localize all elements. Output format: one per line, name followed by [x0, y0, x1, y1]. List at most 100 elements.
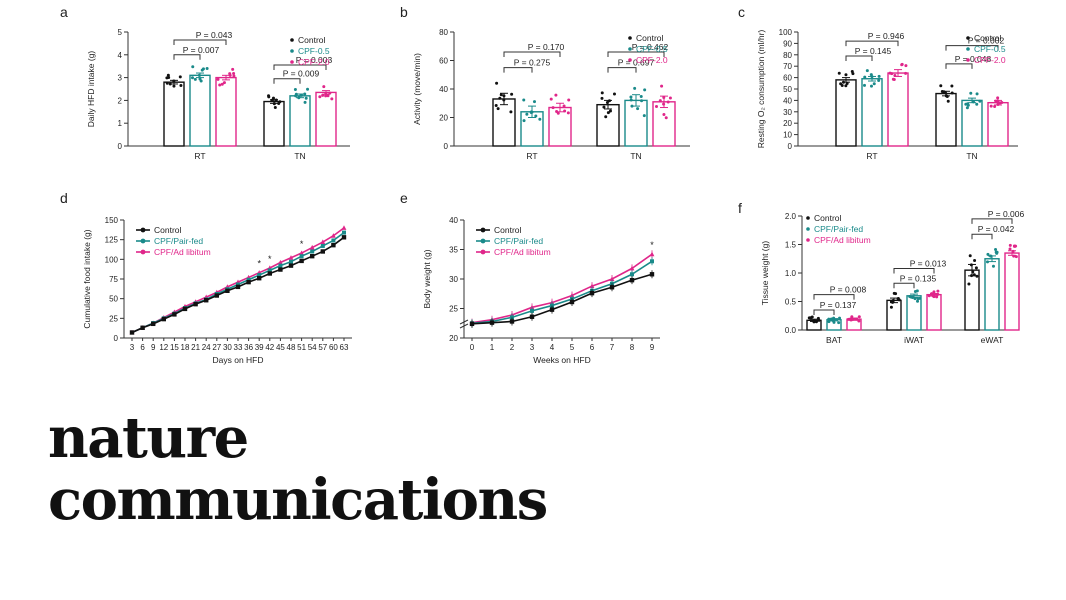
b-data-point — [600, 91, 604, 95]
d-x-tick-label: 36 — [244, 343, 253, 352]
b-data-point — [509, 110, 513, 114]
d-x-tick-label: 9 — [151, 343, 156, 352]
d-significance-star: * — [257, 259, 261, 269]
b-data-point — [522, 119, 526, 123]
f-data-point — [814, 320, 818, 324]
e-y-tick-label: 40 — [449, 216, 458, 225]
a-bar-control — [163, 81, 185, 147]
d-data-point — [235, 284, 241, 290]
d-x-tick-label: 60 — [329, 343, 338, 352]
d-legend-marker — [140, 227, 146, 233]
chart-d-svg: 0 25 50 75 100 125 150 Cumulative food intake (… — [82, 216, 352, 365]
f-data-point — [916, 297, 920, 301]
d-y-tick-label: 75 — [109, 275, 118, 284]
d-data-point — [341, 235, 347, 240]
c-data-point — [993, 104, 997, 108]
chart-panel-a: 0 1 2 3 4 5 Daily HFD intake (g) RT TN P = 0.043 P… — [70, 20, 370, 170]
brand-line-2: communications — [48, 467, 548, 533]
chart-b-svg: 0 20 40 60 80 Activity (move/min) RT TN P = 0.17… — [412, 28, 690, 161]
b-data-point — [499, 93, 503, 97]
c-data-point — [839, 82, 843, 86]
f-data-point — [897, 298, 901, 302]
d-legend-marker — [140, 238, 146, 244]
c-data-point — [964, 102, 968, 106]
f-data-point — [968, 254, 972, 258]
a-y-axis-title: Daily HFD intake (g) — [86, 51, 96, 128]
d-data-point — [129, 330, 135, 335]
d-y-tick-label: 150 — [105, 216, 119, 225]
b-data-point — [534, 114, 538, 118]
c-data-point — [877, 79, 881, 83]
d-data-point — [320, 239, 326, 245]
c-data-point — [891, 77, 895, 81]
d-x-tick-label: 30 — [223, 343, 232, 352]
a-data-point — [274, 98, 278, 102]
panel-label-d: d — [60, 190, 68, 206]
a-data-point — [231, 67, 235, 71]
f-p-value-label: P = 0.137 — [820, 300, 857, 310]
e-x-tick-label: 4 — [550, 343, 555, 352]
f-data-point — [1008, 243, 1012, 247]
d-data-point — [278, 259, 283, 265]
panel-label-b: b — [400, 4, 408, 20]
chart-panel-b: 0 20 40 60 80 Activity (move/min) RT TN P = 0.17… — [410, 20, 710, 170]
b-data-point — [549, 97, 553, 101]
a-data-point — [299, 93, 303, 97]
b-data-point — [666, 100, 670, 104]
b-data-point — [606, 111, 610, 115]
b-y-tick-label: 60 — [439, 57, 448, 66]
c-legend-label: Control — [974, 33, 1002, 43]
f-data-point — [850, 315, 854, 319]
b-data-point — [555, 110, 559, 114]
d-data-point — [182, 306, 188, 312]
b-data-point — [498, 96, 502, 100]
c-data-point — [965, 106, 969, 110]
b-legend-label: CPF-0.5 — [636, 44, 668, 54]
a-group-label: TN — [294, 151, 305, 161]
c-data-point — [837, 71, 841, 75]
f-data-point — [827, 317, 831, 321]
b-data-point — [495, 81, 499, 85]
d-x-tick-label: 12 — [159, 343, 168, 352]
d-data-point — [267, 271, 272, 276]
b-data-point — [600, 96, 604, 100]
a-y-tick-label: 2 — [118, 96, 123, 105]
f-data-point — [1011, 249, 1015, 253]
f-data-point — [974, 266, 978, 270]
c-significance-bracket — [845, 55, 873, 61]
c-y-tick-label: 20 — [783, 119, 792, 128]
a-p-value-label: P = 0.003 — [296, 55, 333, 65]
f-data-point — [1012, 254, 1016, 258]
a-data-point — [272, 102, 276, 106]
c-bar-cpf-2-0 — [887, 72, 909, 147]
f-data-point — [927, 294, 931, 298]
b-data-point — [639, 95, 643, 99]
c-y-axis-title: Resting O₂ consumption (ml/hr) — [756, 30, 766, 149]
b-significance-bracket — [503, 51, 561, 57]
e-y-axis-title: Body weight (g) — [422, 249, 432, 308]
f-data-point — [967, 282, 971, 286]
f-data-point — [988, 254, 992, 258]
f-data-point — [936, 289, 940, 293]
b-data-point — [563, 109, 567, 113]
f-legend-label: CPF/Ad libitum — [814, 235, 871, 245]
f-data-point — [935, 295, 939, 299]
a-data-point — [304, 96, 308, 100]
f-bar-control — [964, 269, 980, 331]
e-legend-label: CPF/Ad libitum — [494, 247, 551, 257]
d-x-tick-label: 54 — [308, 343, 317, 352]
c-significance-bracket — [845, 40, 899, 47]
b-legend-label: Control — [636, 33, 664, 43]
b-data-point — [643, 88, 647, 92]
chart-f-svg: 0.0 0.5 1.0 1.5 2.0 Tissue weight (g) BAT iWAT e… — [760, 209, 1025, 345]
b-legend-marker — [628, 36, 632, 40]
d-data-point — [246, 277, 251, 282]
a-data-point — [271, 96, 275, 100]
b-data-point — [668, 96, 672, 100]
c-data-point — [869, 84, 873, 88]
d-data-point — [225, 288, 230, 293]
a-data-point — [228, 72, 232, 76]
b-significance-bracket — [503, 67, 533, 73]
c-data-point — [877, 74, 881, 78]
a-data-point — [278, 100, 282, 104]
